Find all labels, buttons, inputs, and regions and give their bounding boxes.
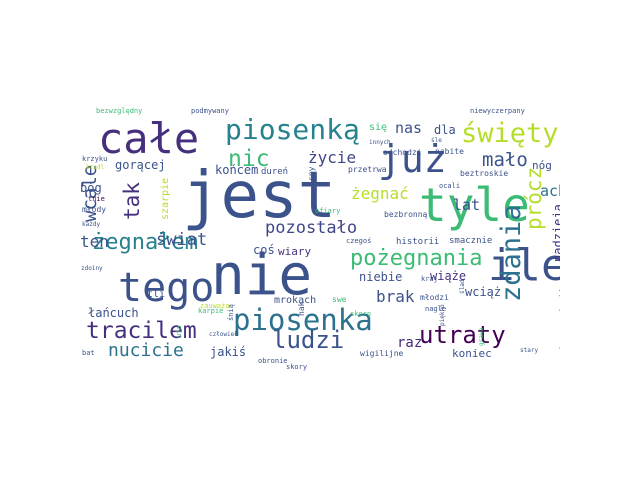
word-mlody: młody [82,205,107,214]
word-tnie: tnie [88,195,105,203]
word-jakis: jakiś [210,345,247,359]
word-cos: coś [253,243,275,257]
word-zdania: zdania [496,204,527,302]
word-kazdy: każdy [82,221,101,228]
word-tak: tak [120,182,144,220]
word-skore: skorę [350,310,372,318]
word-niewyczerpany: niewyczerpany [470,107,525,115]
word-bezwzgledny: bezwzględny [96,107,143,115]
word-koncem: końcem [215,163,259,177]
word-cale: całe [98,114,200,163]
word-juz: już [378,137,447,181]
word-wigilijne: wigilijne [360,349,404,358]
word-ach: ach [540,182,560,200]
word-cloud: jest nie tyle całe już ile tego piosenka… [80,96,560,384]
word-slad: ślad [459,279,466,294]
word-grawa: grawa [478,327,485,346]
word-nagle: nagle [425,305,447,313]
word-karpie: karpie [198,307,224,315]
word-tracilem: tracilem [86,318,197,344]
word-nie: nie [211,243,313,308]
word-pozostalo: pozostało [265,218,358,238]
word-brak: brak [376,287,415,306]
word-innych: innych [369,139,391,146]
word-krzyku: krzyku [82,155,108,163]
word-ocali: ocali [439,182,461,190]
word-podmywany: podmywany [191,107,229,115]
word-nas: nas [395,119,423,137]
word-utraty: utraty [419,321,506,349]
word-wciaz: wciąż [465,285,502,299]
word-nadzieja: nadzieją [551,204,560,262]
word-wiary: wiary [278,245,312,258]
word-katorznika: katorżnika [558,277,560,350]
word-swe: swe [332,295,347,304]
word-odchodzi: odchodzi [383,148,422,157]
word-lat: lat [453,196,481,214]
word-goracej: gorącej [115,158,166,172]
word-nucicie: nucicie [108,340,184,361]
word-pozegnania: pożegnania [350,246,483,271]
word-sle: śle [431,137,442,144]
word-zegnalem: żegnałem [92,230,198,255]
word-tyle: tyle [419,178,530,232]
word-piekno: piękno [439,304,446,326]
word-raz: raz [397,335,423,351]
word-piosenka-top: piosenką [225,113,360,146]
word-smacznie: smacznie [449,236,493,246]
word-zauwaza: zauważa [200,302,230,310]
word-ludzi: ludzi [272,326,345,354]
word-niebie: niebie [359,270,403,284]
word-tli: tli [147,289,166,300]
word-snia: śnią [227,304,235,321]
word-sny: sny [307,166,316,181]
word-ile: ile [488,240,560,291]
word-historii: historii [396,237,440,247]
word-kradl: kradl [86,164,105,171]
word-hak: hak [297,301,306,316]
word-czlowiek: człowiek [209,331,238,338]
word-nabite: nabite [435,147,464,156]
word-ofiary: ofiary [315,207,341,215]
word-nog: nóg [532,159,552,172]
word-piosenka-lg: piosenka [233,303,373,337]
word-beztroskie: beztroskie [460,169,509,178]
word-bat: bat [82,349,95,357]
word-sie: się [369,122,388,133]
word-zycie: życie [308,148,357,167]
word-szarpie: szarpie [160,177,171,220]
word-dla: dla [434,123,456,137]
word-bezbronna: bezbronną [384,210,428,219]
word-jest: jest [182,159,337,233]
word-ten: ten [80,232,109,251]
word-swiety: święty [461,118,559,149]
word-malo: mało [482,149,528,171]
word-czegos: czegoś [346,237,372,245]
word-swiat: świat [156,230,208,250]
word-duren: dureń [261,167,289,177]
word-kraj: kraj [421,275,438,283]
word-nic: nic [228,146,270,172]
word-wiaze: wiąże [430,269,467,283]
word-przetrwa: przetrwa [348,165,387,174]
word-tego: tego [118,265,215,311]
word-zegnac: żegnać [351,184,409,203]
word-ufa: ufa [175,325,183,338]
word-mrokach: mrokach [274,295,317,306]
word-lancuch: łańcuch [88,306,139,320]
word-mlodzi: młodzi [420,293,449,302]
word-koniec: koniec [452,347,492,360]
word-zdoiny: zdoiny [81,265,103,272]
word-obronie: obronie [258,357,288,365]
word-stary: stary [520,347,539,354]
word-skory: skory [286,363,308,371]
word-bog: bóg [80,181,102,195]
